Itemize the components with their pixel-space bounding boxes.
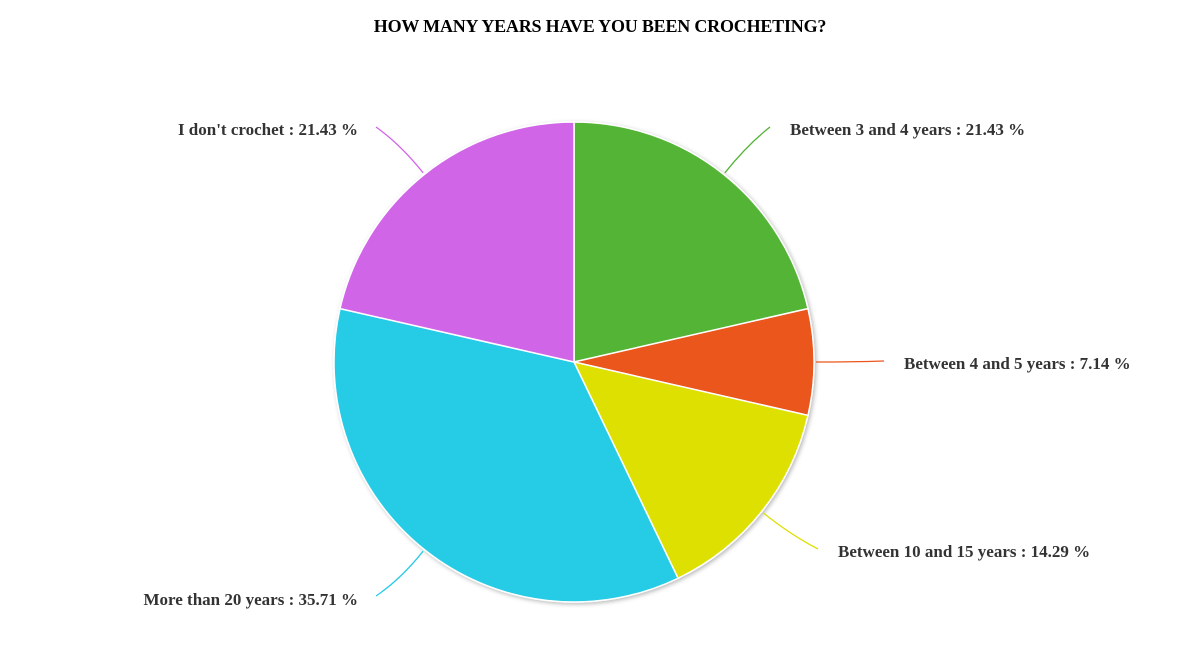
pie-slices: [333, 121, 815, 603]
pie-slice-between-3-and-4-years: [573, 121, 809, 363]
slice-label-between-10-and-15-years: Between 10 and 15 years : 14.29 %: [838, 542, 1090, 561]
pie-slice-more-than-20-years: [333, 307, 680, 603]
leader-lines: [375, 126, 885, 597]
slice-label-more-than-20-years: More than 20 years : 35.71 %: [143, 590, 358, 609]
pie-slice-between-4-and-5-years: [573, 307, 815, 417]
pie-slice-between-10-and-15-years: [572, 360, 809, 580]
leader-line-between-3-and-4-years: [724, 126, 771, 174]
leader-line-between-10-and-15-years: [762, 512, 819, 550]
leader-line-more-than-20-years: [375, 550, 424, 597]
slice-label-between-3-and-4-years: Between 3 and 4 years : 21.43 %: [790, 120, 1025, 139]
slice-labels: Between 3 and 4 years : 21.43 % Between 4…: [143, 120, 1130, 609]
leader-line-i-don-t-crochet: [375, 126, 424, 174]
leader-line-between-4-and-5-years: [815, 360, 885, 363]
pie-slice-i-don-t-crochet: [339, 121, 575, 363]
slice-label-i-don-t-crochet: I don't crochet : 21.43 %: [178, 120, 358, 139]
chart-title: HOW MANY YEARS HAVE YOU BEEN CROCHETING?: [373, 16, 827, 36]
slice-label-between-4-and-5-years: Between 4 and 5 years : 7.14 %: [904, 354, 1131, 373]
